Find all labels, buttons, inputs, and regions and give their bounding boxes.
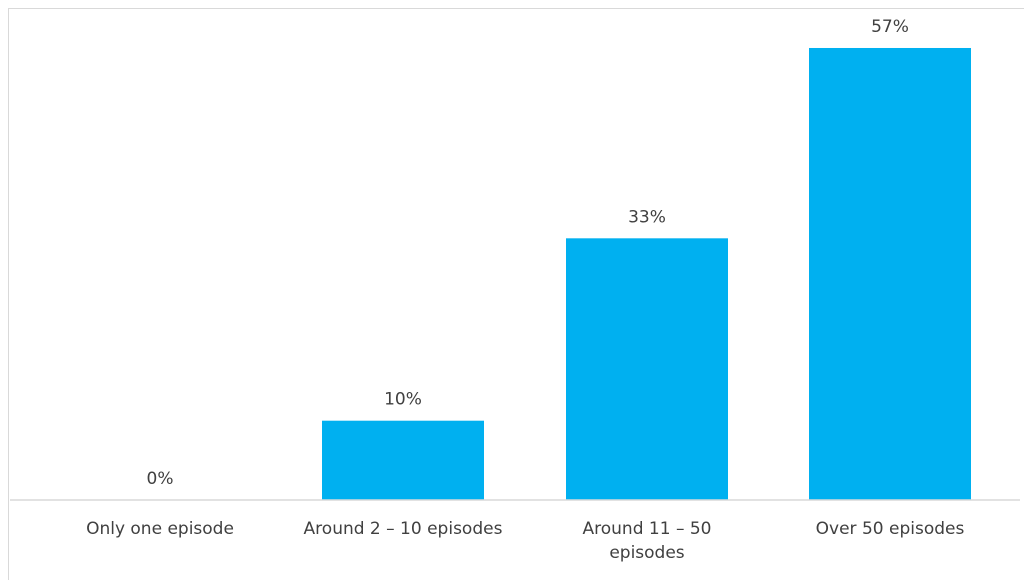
category-label-0: Only one episode [86, 519, 234, 539]
category-labels-group: Only one episode Around 2 – 10 episodes Ar… [86, 519, 964, 563]
data-label-1: 10% [384, 390, 422, 410]
category-label-3: Over 50 episodes [816, 519, 965, 539]
data-labels-group: 0% 10% 33% 57% [147, 17, 909, 489]
chart-frame [8, 8, 1024, 580]
category-label-1: Around 2 – 10 episodes [304, 519, 503, 539]
data-label-3: 57% [871, 17, 909, 37]
bar-1 [322, 420, 484, 500]
category-label-2: Around 11 – 50 episodes [583, 519, 712, 563]
data-label-2: 33% [628, 207, 666, 227]
category-label-0-line-0: Only one episode [86, 519, 234, 539]
data-label-0: 0% [147, 469, 174, 489]
bar-3 [809, 47, 971, 501]
bars-group [322, 47, 971, 501]
bar-2 [566, 238, 728, 500]
category-label-2-line-0: Around 11 – 50 [583, 519, 712, 539]
category-label-1-line-0: Around 2 – 10 episodes [304, 519, 503, 539]
category-label-2-line-1: episodes [609, 543, 684, 563]
category-label-3-line-0: Over 50 episodes [816, 519, 965, 539]
